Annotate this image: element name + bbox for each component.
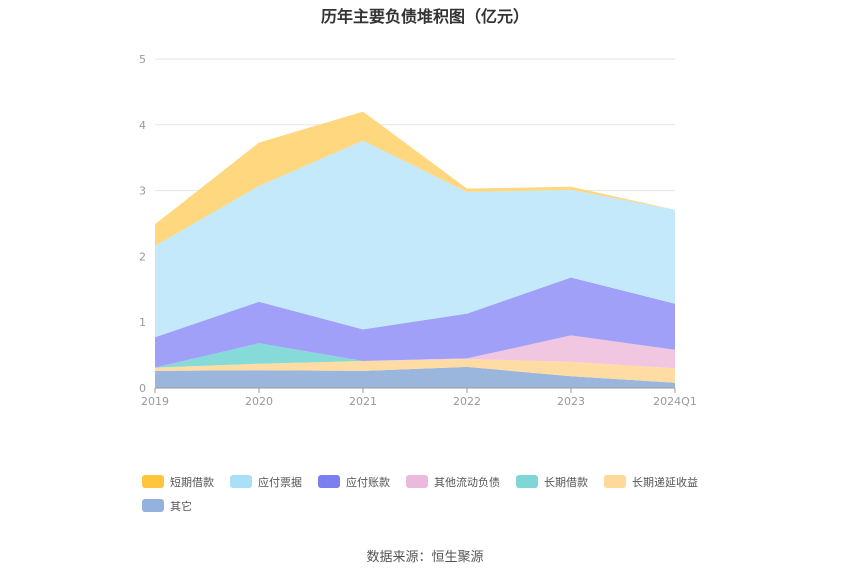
legend-item[interactable]: 应付账款 [318, 473, 390, 490]
legend-label: 其它 [170, 499, 192, 513]
legend-label: 长期借款 [544, 475, 588, 489]
legend-label: 其他流动负债 [434, 475, 500, 489]
y-tick-label: 2 [139, 250, 146, 263]
area-series [155, 343, 675, 369]
x-tick-label: 2023 [557, 395, 585, 408]
legend-item[interactable]: 长期借款 [516, 473, 588, 490]
area-series [155, 277, 675, 368]
y-tick-label: 0 [139, 382, 146, 395]
legend-swatch [142, 475, 164, 488]
legend-item[interactable]: 短期借款 [142, 473, 214, 490]
legend-swatch [318, 475, 340, 488]
legend-swatch [406, 475, 428, 488]
chart-title: 历年主要负债堆积图（亿元） [320, 7, 529, 26]
x-tick-label: 2020 [245, 395, 273, 408]
legend-swatch [516, 475, 538, 488]
x-tick-label: 2019 [141, 395, 169, 408]
stacked-area-chart: 0 1 2 3 4 5 2019 2020 2021 2022 2023 2024Q1 [139, 53, 697, 408]
legend-swatch [604, 475, 626, 488]
y-tick-label: 4 [139, 119, 146, 132]
area-series [155, 140, 675, 338]
legend-label: 长期递延收益 [632, 475, 698, 489]
legend-item[interactable]: 其他流动负债 [406, 473, 500, 490]
legend-label: 短期借款 [170, 475, 214, 489]
y-tick-label: 5 [139, 53, 146, 66]
area-series [155, 359, 675, 383]
data-source-note: 数据来源：恒生聚源 [366, 550, 484, 565]
area-series [155, 111, 675, 246]
legend-swatch [142, 499, 164, 512]
x-tick-label: 2022 [453, 395, 481, 408]
legend-label: 应付账款 [346, 475, 390, 489]
chart-legend: 短期借款 应付票据 应付账款 其他流动负债 长期借款 长期递延收益其它 [142, 473, 762, 521]
y-tick-label: 3 [139, 185, 146, 198]
y-tick-label: 1 [139, 316, 146, 329]
legend-item[interactable]: 长期递延收益 [604, 473, 698, 490]
x-tick-label: 2021 [349, 395, 377, 408]
area-series [155, 335, 675, 369]
area-series [155, 366, 675, 388]
legend-item[interactable]: 其它 [142, 497, 192, 514]
legend-item[interactable]: 应付票据 [230, 473, 302, 490]
legend-swatch [230, 475, 252, 488]
legend-label: 应付票据 [258, 475, 302, 489]
x-tick-label: 2024Q1 [653, 395, 697, 408]
